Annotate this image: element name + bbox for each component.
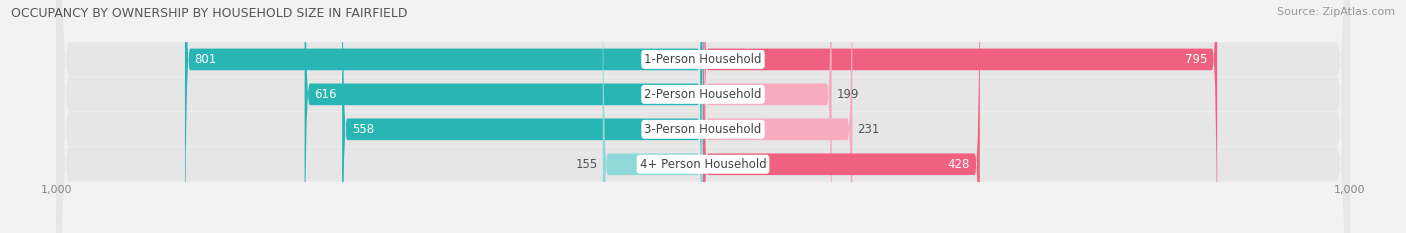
Text: 558: 558 bbox=[352, 123, 374, 136]
FancyBboxPatch shape bbox=[342, 0, 703, 233]
Text: 4+ Person Household: 4+ Person Household bbox=[640, 158, 766, 171]
FancyBboxPatch shape bbox=[305, 0, 703, 233]
FancyBboxPatch shape bbox=[603, 0, 703, 233]
FancyBboxPatch shape bbox=[703, 0, 1218, 233]
Text: 231: 231 bbox=[858, 123, 880, 136]
Text: 2-Person Household: 2-Person Household bbox=[644, 88, 762, 101]
FancyBboxPatch shape bbox=[703, 0, 980, 233]
Text: 199: 199 bbox=[837, 88, 859, 101]
Text: 616: 616 bbox=[315, 88, 337, 101]
FancyBboxPatch shape bbox=[56, 0, 1350, 233]
FancyBboxPatch shape bbox=[56, 0, 1350, 233]
FancyBboxPatch shape bbox=[703, 0, 832, 233]
FancyBboxPatch shape bbox=[703, 0, 852, 233]
Legend: Owner-occupied, Renter-occupied: Owner-occupied, Renter-occupied bbox=[579, 230, 827, 233]
FancyBboxPatch shape bbox=[186, 0, 703, 233]
Text: 795: 795 bbox=[1185, 53, 1208, 66]
Text: OCCUPANCY BY OWNERSHIP BY HOUSEHOLD SIZE IN FAIRFIELD: OCCUPANCY BY OWNERSHIP BY HOUSEHOLD SIZE… bbox=[11, 7, 408, 20]
Text: Source: ZipAtlas.com: Source: ZipAtlas.com bbox=[1277, 7, 1395, 17]
FancyBboxPatch shape bbox=[56, 0, 1350, 233]
Text: 1-Person Household: 1-Person Household bbox=[644, 53, 762, 66]
Text: 155: 155 bbox=[575, 158, 598, 171]
FancyBboxPatch shape bbox=[56, 0, 1350, 233]
Text: 801: 801 bbox=[194, 53, 217, 66]
Text: 3-Person Household: 3-Person Household bbox=[644, 123, 762, 136]
Text: 428: 428 bbox=[948, 158, 970, 171]
